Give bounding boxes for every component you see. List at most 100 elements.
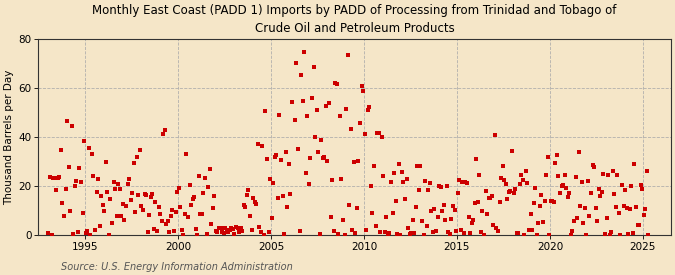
Point xyxy=(66,124,77,128)
Point xyxy=(551,153,562,158)
Point xyxy=(595,194,605,199)
Point xyxy=(581,232,592,237)
Point xyxy=(616,183,627,187)
Point xyxy=(85,232,96,237)
Point xyxy=(564,191,574,195)
Point xyxy=(92,177,103,181)
Point xyxy=(550,161,561,166)
Point xyxy=(493,229,504,233)
Point xyxy=(299,50,310,54)
Point xyxy=(200,175,211,180)
Point xyxy=(195,212,206,216)
Point xyxy=(573,149,584,154)
Point xyxy=(133,193,144,197)
Point xyxy=(491,225,502,230)
Point xyxy=(605,229,616,234)
Point xyxy=(291,61,302,65)
Point xyxy=(48,176,59,180)
Point xyxy=(186,202,196,207)
Point xyxy=(418,232,429,237)
Point xyxy=(102,189,113,194)
Point xyxy=(525,212,536,216)
Point xyxy=(212,229,223,234)
Point xyxy=(321,104,331,108)
Point xyxy=(511,231,522,235)
Point xyxy=(409,231,420,235)
Point xyxy=(544,232,555,237)
Point xyxy=(130,210,140,214)
Point xyxy=(389,171,400,175)
Point xyxy=(306,96,317,100)
Point xyxy=(476,230,487,235)
Point xyxy=(182,215,193,219)
Point xyxy=(620,188,630,192)
Point xyxy=(315,232,325,236)
Point xyxy=(568,219,579,223)
Point xyxy=(61,119,72,123)
Point xyxy=(339,232,350,237)
Point xyxy=(317,156,328,160)
Point xyxy=(589,165,599,169)
Point xyxy=(281,205,292,210)
Point xyxy=(338,218,348,222)
Point xyxy=(190,227,201,231)
Point xyxy=(385,180,396,184)
Point xyxy=(180,212,190,216)
Point xyxy=(220,226,231,230)
Point xyxy=(579,205,590,210)
Point xyxy=(113,182,124,186)
Point xyxy=(251,202,262,206)
Point xyxy=(641,168,652,173)
Point xyxy=(592,219,603,223)
Point xyxy=(156,219,167,223)
Point xyxy=(446,217,457,221)
Point xyxy=(407,217,418,222)
Point xyxy=(49,176,60,180)
Point xyxy=(284,161,294,166)
Point xyxy=(134,148,145,152)
Point xyxy=(506,149,517,153)
Point xyxy=(229,232,240,236)
Point xyxy=(352,206,362,210)
Point xyxy=(614,211,624,216)
Point xyxy=(101,160,111,164)
Point xyxy=(562,195,573,199)
Point xyxy=(533,221,543,225)
Text: Source: U.S. Energy Information Administration: Source: U.S. Energy Information Administ… xyxy=(61,262,292,272)
Point xyxy=(457,180,468,184)
Point xyxy=(346,126,356,131)
Point xyxy=(452,190,463,195)
Point xyxy=(626,184,637,188)
Point xyxy=(175,204,186,209)
Point xyxy=(267,215,277,220)
Point xyxy=(463,215,474,219)
Point xyxy=(116,214,127,218)
Point xyxy=(635,183,646,187)
Point xyxy=(513,230,524,235)
Point xyxy=(161,222,171,226)
Point xyxy=(217,230,227,235)
Point xyxy=(623,232,634,236)
Point xyxy=(383,232,394,237)
Point xyxy=(497,163,508,168)
Point xyxy=(472,200,483,205)
Point xyxy=(95,223,105,228)
Point xyxy=(598,172,609,176)
Point xyxy=(97,203,108,208)
Point xyxy=(277,193,288,198)
Point xyxy=(46,232,57,237)
Point xyxy=(227,227,238,231)
Point xyxy=(377,135,387,139)
Point xyxy=(410,205,421,209)
Point xyxy=(234,230,244,234)
Point xyxy=(558,183,568,188)
Point xyxy=(637,187,647,191)
Point xyxy=(431,229,441,233)
Point xyxy=(378,174,389,178)
Point xyxy=(80,231,91,235)
Point xyxy=(70,184,80,188)
Point xyxy=(443,230,454,234)
Point xyxy=(274,113,285,117)
Point xyxy=(610,205,621,209)
Point xyxy=(333,232,344,236)
